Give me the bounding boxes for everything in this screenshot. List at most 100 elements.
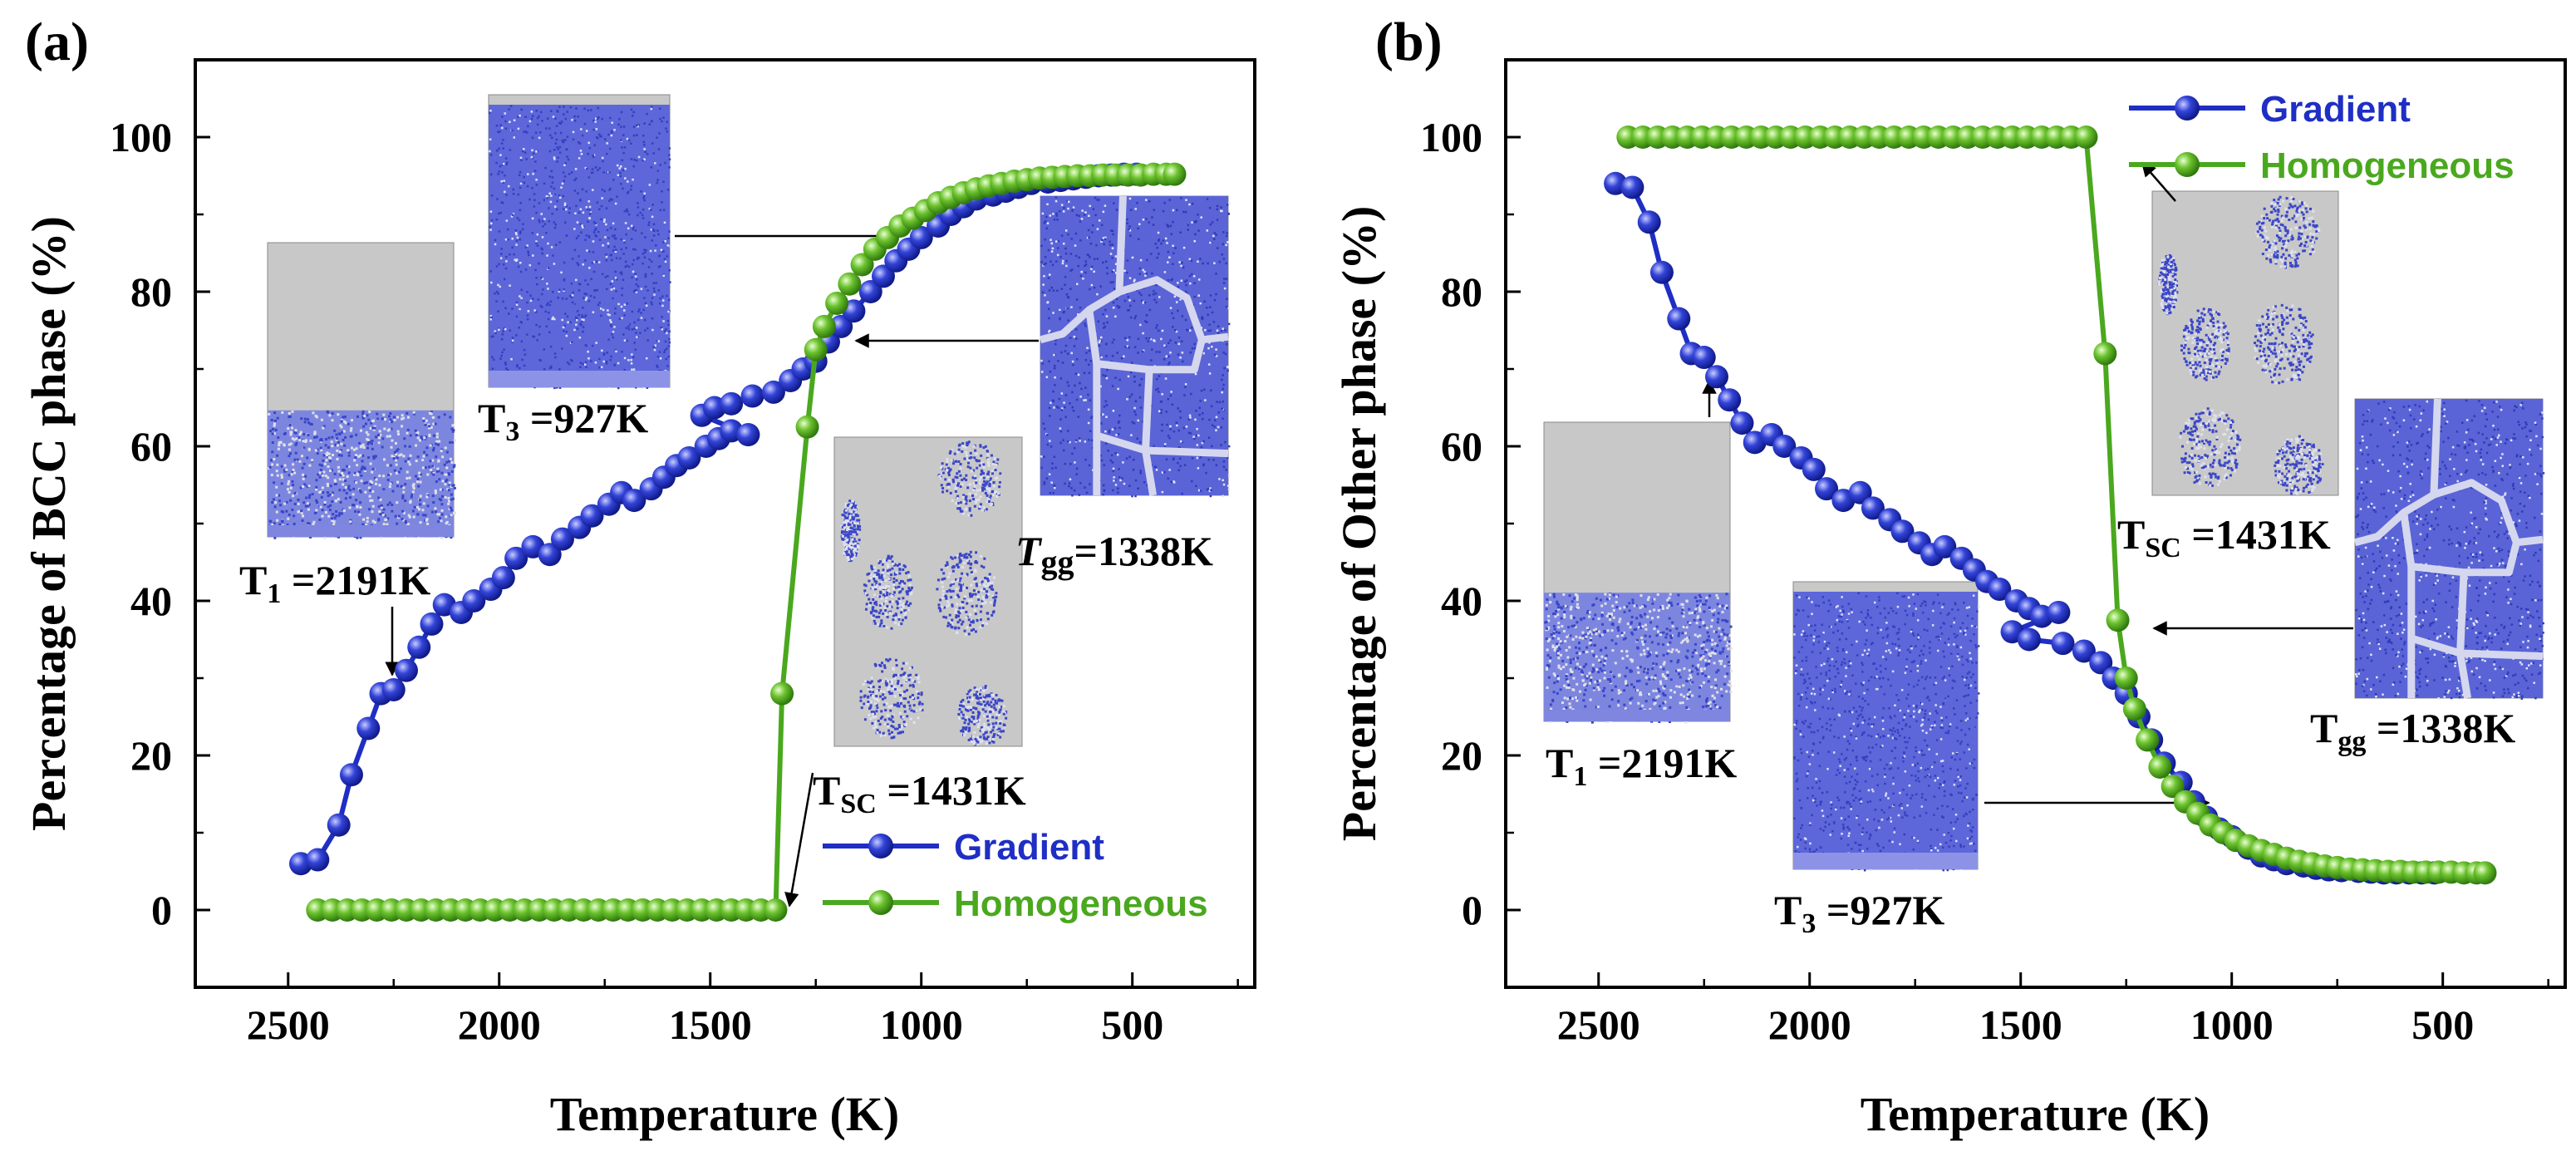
data-point-gradient	[1704, 365, 1728, 389]
data-point-homogeneous	[812, 314, 836, 338]
data-point-homogeneous	[795, 415, 819, 439]
panel-b-legend: Gradient Homogeneous	[2129, 89, 2515, 186]
data-point-homogeneous	[2122, 697, 2146, 721]
data-point-gradient	[858, 280, 882, 303]
x-tick-label: 2000	[1768, 1001, 1851, 1048]
data-point-gradient	[1637, 210, 1661, 234]
data-point-gradient	[1620, 175, 1644, 199]
panel-a-y-axis-title: Percentage of BCC phase (%)	[22, 216, 76, 831]
data-point-gradient	[761, 380, 785, 404]
y-tick-label: 100	[1420, 114, 1482, 160]
data-point-gradient	[1649, 260, 1674, 284]
panel-a-legend-label-homogeneous: Homogeneous	[954, 883, 1208, 924]
data-point-gradient	[720, 391, 744, 416]
x-tick-label: 500	[1101, 1001, 1163, 1048]
data-point-homogeneous	[2093, 342, 2117, 366]
panel-b-arrows	[1702, 161, 2353, 810]
panel-b: (b) 2500 2000 1500 1000 500 0 20 40 60 80 100 Temp…	[1332, 12, 2567, 1141]
panel-a-series	[288, 162, 1187, 922]
data-point-gradient	[736, 423, 760, 447]
data-point-homogeneous	[770, 681, 794, 706]
data-point-gradient	[1933, 534, 1957, 558]
inset-t1-snapshot	[267, 242, 456, 539]
data-point-homogeneous	[804, 337, 828, 362]
panel-b-ticks: 2500 2000 1500 1000 500 0 20 40 60 80 100	[1420, 114, 2549, 1048]
panel-b-legend-label-homogeneous: Homogeneous	[2260, 145, 2515, 186]
data-point-gradient	[2072, 639, 2096, 663]
inset-tgg-snapshot	[2353, 398, 2545, 701]
y-tick-label: 60	[130, 423, 172, 470]
panel-a-label: (a)	[25, 12, 89, 72]
inset-tsc-snapshot	[833, 436, 1023, 747]
y-tick-label: 40	[130, 578, 172, 624]
data-point-gradient	[550, 527, 574, 551]
data-point-gradient	[504, 546, 528, 570]
data-point-gradient	[2047, 600, 2071, 624]
data-point-gradient	[2089, 651, 2113, 675]
data-point-gradient	[1730, 411, 1754, 435]
y-tick-label: 20	[130, 732, 172, 779]
panel-b-y-axis-title: Percentage of Other phase (%)	[1332, 206, 1386, 842]
data-point-gradient	[1718, 388, 1742, 412]
y-tick-label: 100	[110, 114, 172, 160]
panel-a-annotation-t1: T1 =2191K	[239, 557, 430, 609]
data-point-homogeneous	[2136, 728, 2160, 752]
panel-b-annotation-tgg: Tgg =1338K	[2310, 705, 2515, 757]
data-point-gradient	[1692, 346, 1716, 370]
data-point-gradient	[394, 658, 418, 682]
inset-tsc-snapshot	[2151, 190, 2339, 496]
y-tick-label: 80	[130, 268, 172, 315]
x-tick-label: 2500	[1557, 1001, 1640, 1048]
data-point-gradient	[1848, 480, 1872, 504]
data-point-gradient	[1772, 435, 1797, 458]
data-point-homogeneous	[850, 253, 874, 277]
data-point-gradient	[2051, 632, 2075, 656]
data-point-homogeneous	[2148, 755, 2172, 779]
data-point-gradient	[420, 612, 444, 636]
data-point-homogeneous	[1163, 162, 1187, 186]
data-point-homogeneous	[2074, 125, 2098, 149]
x-tick-label: 1000	[2190, 1001, 2274, 1048]
panel-a-annotation-tgg: Tgg=1338K	[1015, 528, 1213, 581]
panel-b-series	[1604, 125, 2497, 885]
panel-a-legend: Gradient Homogeneous	[823, 827, 1208, 924]
y-tick-label: 60	[1441, 423, 1482, 470]
data-point-gradient	[909, 225, 933, 249]
panel-a-ticks: 2500 2000 1500 1000 500 0 20 40 60 80 100	[110, 114, 1239, 1048]
data-point-gradient	[2017, 627, 2041, 652]
inset-t3-snapshot	[488, 94, 672, 390]
x-tick-label: 1500	[1979, 1001, 2062, 1048]
y-tick-label: 0	[1462, 887, 1482, 933]
data-point-homogeneous	[2161, 775, 2185, 799]
data-point-homogeneous	[2473, 861, 2497, 885]
data-point-homogeneous	[825, 291, 849, 315]
data-point-gradient	[740, 384, 764, 408]
data-point-gradient	[407, 635, 431, 659]
data-point-gradient	[677, 445, 701, 470]
panel-b-annotation-t1: T1 =2191K	[1546, 740, 1737, 792]
arrow-tsc	[784, 772, 814, 908]
data-point-gradient	[327, 813, 351, 837]
panel-a: (a) 2500 2000 1500 1000 500 0 20 40 60 80 100 Temp…	[22, 12, 1256, 1141]
data-point-gradient	[306, 848, 330, 872]
y-tick-label: 0	[151, 887, 172, 933]
data-point-gradient	[1988, 578, 2012, 602]
panel-b-legend-marker-gradient	[2175, 96, 2200, 121]
inset-t3-snapshot	[1792, 581, 1980, 872]
data-point-gradient	[491, 566, 515, 590]
panel-a-annotation-t3: T3 =927K	[478, 395, 648, 447]
x-tick-label: 2500	[247, 1001, 330, 1048]
panel-a-x-axis-title: Temperature (K)	[550, 1087, 899, 1141]
panel-b-x-axis-title: Temperature (K)	[1861, 1087, 2210, 1141]
data-point-gradient	[1802, 457, 1826, 481]
data-point-gradient	[1667, 307, 1691, 331]
inset-t1-snapshot	[1543, 421, 1733, 724]
data-point-gradient	[871, 264, 895, 288]
data-point-gradient	[356, 716, 381, 740]
panel-a-legend-label-gradient: Gradient	[954, 827, 1104, 868]
panel-b-insets	[1543, 190, 2545, 872]
data-point-gradient	[538, 543, 562, 567]
data-point-homogeneous	[764, 898, 788, 922]
x-tick-label: 1000	[880, 1001, 963, 1048]
